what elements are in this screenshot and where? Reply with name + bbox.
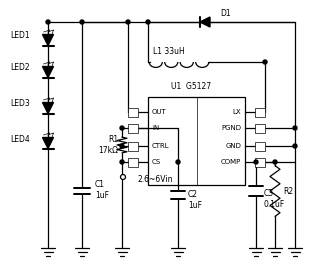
Circle shape — [121, 174, 125, 180]
Text: GND: GND — [225, 143, 241, 149]
Text: LX: LX — [232, 109, 241, 115]
Circle shape — [263, 60, 267, 64]
Bar — [128, 157, 138, 167]
Text: LED2: LED2 — [11, 63, 30, 73]
Bar — [255, 107, 265, 116]
Bar — [128, 123, 138, 133]
Polygon shape — [42, 137, 54, 149]
Text: 2.6~6Vin: 2.6~6Vin — [138, 176, 174, 184]
Text: R1
17kΩ: R1 17kΩ — [98, 135, 118, 155]
Bar — [255, 157, 265, 167]
Text: C2
1uF: C2 1uF — [188, 190, 202, 210]
Text: C1
1uF: C1 1uF — [95, 180, 109, 200]
Circle shape — [273, 160, 277, 164]
Circle shape — [126, 20, 130, 24]
Text: OUT: OUT — [152, 109, 167, 115]
Text: LED4: LED4 — [10, 134, 30, 143]
Circle shape — [120, 144, 124, 148]
Text: R2: R2 — [283, 187, 293, 195]
Polygon shape — [200, 17, 210, 27]
Text: CTRL: CTRL — [152, 143, 170, 149]
Circle shape — [254, 160, 258, 164]
Polygon shape — [42, 103, 54, 113]
Text: IN: IN — [152, 125, 159, 131]
Text: COMP: COMP — [221, 159, 241, 165]
Bar — [148, 97, 245, 185]
Circle shape — [120, 126, 124, 130]
Circle shape — [293, 126, 297, 130]
Text: U1  G5127: U1 G5127 — [171, 82, 211, 91]
Circle shape — [80, 20, 84, 24]
Polygon shape — [42, 35, 54, 46]
Circle shape — [120, 160, 124, 164]
Text: L1 33uH: L1 33uH — [153, 48, 185, 56]
Text: LED3: LED3 — [10, 100, 30, 109]
Text: CS: CS — [152, 159, 161, 165]
Circle shape — [176, 160, 180, 164]
Text: D1: D1 — [220, 9, 231, 19]
Text: PGND: PGND — [221, 125, 241, 131]
Polygon shape — [42, 66, 54, 77]
Circle shape — [146, 20, 150, 24]
Text: LED1: LED1 — [11, 32, 30, 40]
Bar — [255, 123, 265, 133]
Circle shape — [293, 144, 297, 148]
Circle shape — [46, 20, 50, 24]
Bar — [255, 141, 265, 150]
Bar — [128, 141, 138, 150]
Text: C3
0.1uF: C3 0.1uF — [264, 189, 285, 209]
Bar — [128, 107, 138, 116]
